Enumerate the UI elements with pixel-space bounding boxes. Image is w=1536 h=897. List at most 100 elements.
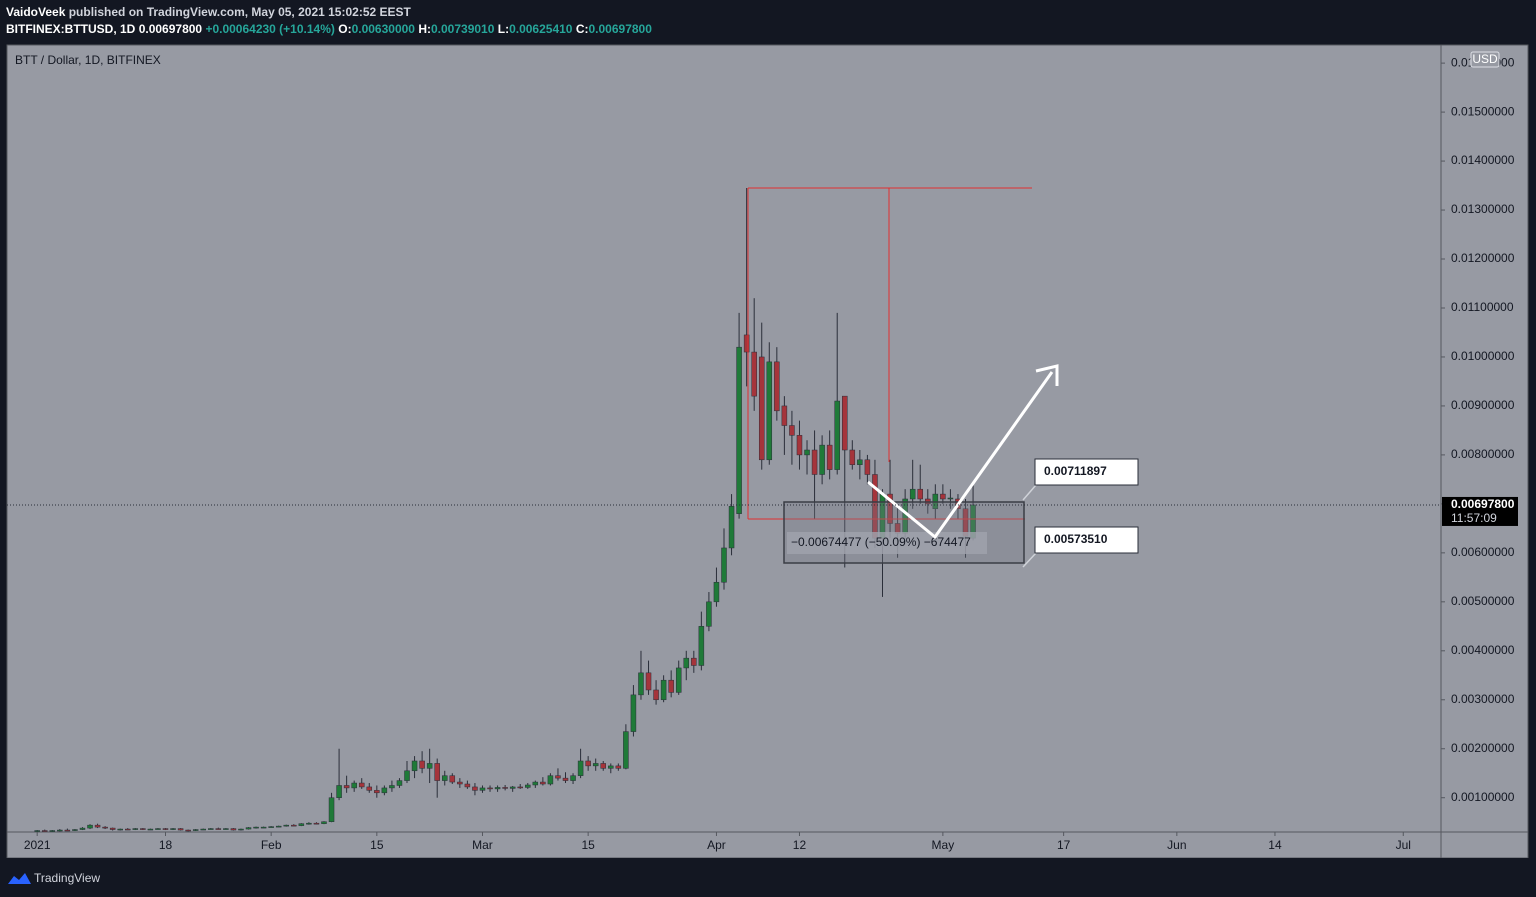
x-tick-label: Apr <box>707 838 726 852</box>
chart-title: BTT / Dollar, 1D, BITFINEX <box>15 53 161 67</box>
candle-body <box>577 760 584 776</box>
candle-body <box>223 828 229 830</box>
candle-body <box>502 787 508 789</box>
y-tick-label: 0.00900000 <box>1451 398 1515 412</box>
candle-body <box>298 823 305 826</box>
candle-body <box>675 667 682 693</box>
candle-body <box>426 763 433 769</box>
ohlc-value: 0.00625410 <box>509 22 573 36</box>
candle-body <box>743 334 750 353</box>
arrow-head <box>1035 364 1059 386</box>
ohlc-value: 0.00630000 <box>351 22 415 36</box>
candle-body <box>653 689 659 701</box>
y-tick-label: 0.01300000 <box>1451 202 1515 216</box>
candle-body <box>306 822 312 825</box>
candle-body <box>268 826 274 828</box>
measure-label-bg <box>787 532 987 554</box>
currency-badge <box>1470 51 1500 68</box>
candle-body <box>917 488 923 500</box>
x-tick-label: 12 <box>793 838 807 852</box>
candle-body <box>162 828 169 830</box>
price: 0.00697800 <box>138 22 203 36</box>
candle-body <box>857 459 863 465</box>
y-tick-label: 0.01200000 <box>1451 251 1515 265</box>
candle-body <box>819 444 825 475</box>
candle-body <box>94 824 101 828</box>
ohlc-label: C: <box>575 22 589 36</box>
y-tick-label: 0.00600000 <box>1451 545 1515 559</box>
candle-body <box>608 765 614 769</box>
candle-body <box>200 828 206 831</box>
candle-body <box>441 775 448 781</box>
y-tick-label: 0.01500000 <box>1451 104 1515 118</box>
candle-body <box>668 679 674 693</box>
candle-body <box>811 449 818 475</box>
candle-body <box>630 694 637 732</box>
candle-body <box>781 405 788 426</box>
x-tick-label: 15 <box>581 838 595 852</box>
candle-body <box>449 775 456 783</box>
candle-body <box>434 763 440 781</box>
candle-body <box>555 775 561 779</box>
candle-body <box>41 830 48 832</box>
candle-body <box>328 797 335 822</box>
candle-body <box>940 493 946 500</box>
last-price-box <box>1442 496 1518 526</box>
candle-body <box>57 829 63 832</box>
candle-body <box>592 763 599 767</box>
forecast-arrow <box>867 371 1054 540</box>
y-tick-label: 0.00500000 <box>1451 594 1515 608</box>
candle-body <box>758 356 765 461</box>
y-tick-label: 0.00800000 <box>1451 447 1515 461</box>
candle-body <box>34 830 40 832</box>
candles <box>34 188 976 832</box>
candle-body <box>509 786 516 789</box>
candle-body <box>494 787 501 790</box>
candle-body <box>638 672 644 696</box>
candle-body <box>721 547 727 583</box>
last-price-label: 0.00697800 <box>1451 497 1515 511</box>
candle-body <box>102 826 108 829</box>
candle-body <box>525 784 531 788</box>
candle-body <box>585 760 591 767</box>
candle-body <box>238 828 244 831</box>
candle-body <box>796 435 803 456</box>
symbol: BITFINEX:BTTUSD, 1D <box>6 22 136 36</box>
callout-box <box>1034 458 1139 486</box>
candle-body <box>396 780 403 786</box>
candle-body <box>215 828 222 830</box>
candle-body <box>789 425 795 436</box>
candle-body <box>117 828 123 831</box>
candle-body <box>291 824 297 827</box>
candle-body <box>849 449 856 465</box>
ohlc-label: L: <box>497 22 510 36</box>
callout-box <box>1034 526 1139 554</box>
candle-body <box>517 786 523 789</box>
publish-line: VaidoVeek published on TradingView.com, … <box>6 4 652 21</box>
candle-body <box>736 346 742 514</box>
candle-body <box>472 786 478 791</box>
candle-body <box>615 765 622 769</box>
candle-body <box>457 781 463 785</box>
callout-pointer <box>1022 552 1037 568</box>
candle-body <box>109 827 116 830</box>
candle-body <box>751 351 757 397</box>
author: VaidoVeek <box>6 5 66 19</box>
candle-body <box>947 497 954 500</box>
candle-body <box>170 828 176 830</box>
x-tick-label: 2021 <box>24 838 51 852</box>
candle-body <box>464 783 471 788</box>
currency: USD <box>1472 52 1498 66</box>
candle-body <box>713 581 720 603</box>
candle-body <box>834 400 840 470</box>
candle-body <box>826 444 833 470</box>
y-tick-label: 0.01000000 <box>1451 349 1515 363</box>
ohlc-label: H: <box>418 22 431 36</box>
ohlc-value: 0.00739010 <box>431 22 495 36</box>
candle-body <box>547 775 554 785</box>
candle-body <box>275 825 282 828</box>
candle-body <box>64 829 71 832</box>
candle-body <box>125 828 131 831</box>
candle-body <box>909 488 916 500</box>
